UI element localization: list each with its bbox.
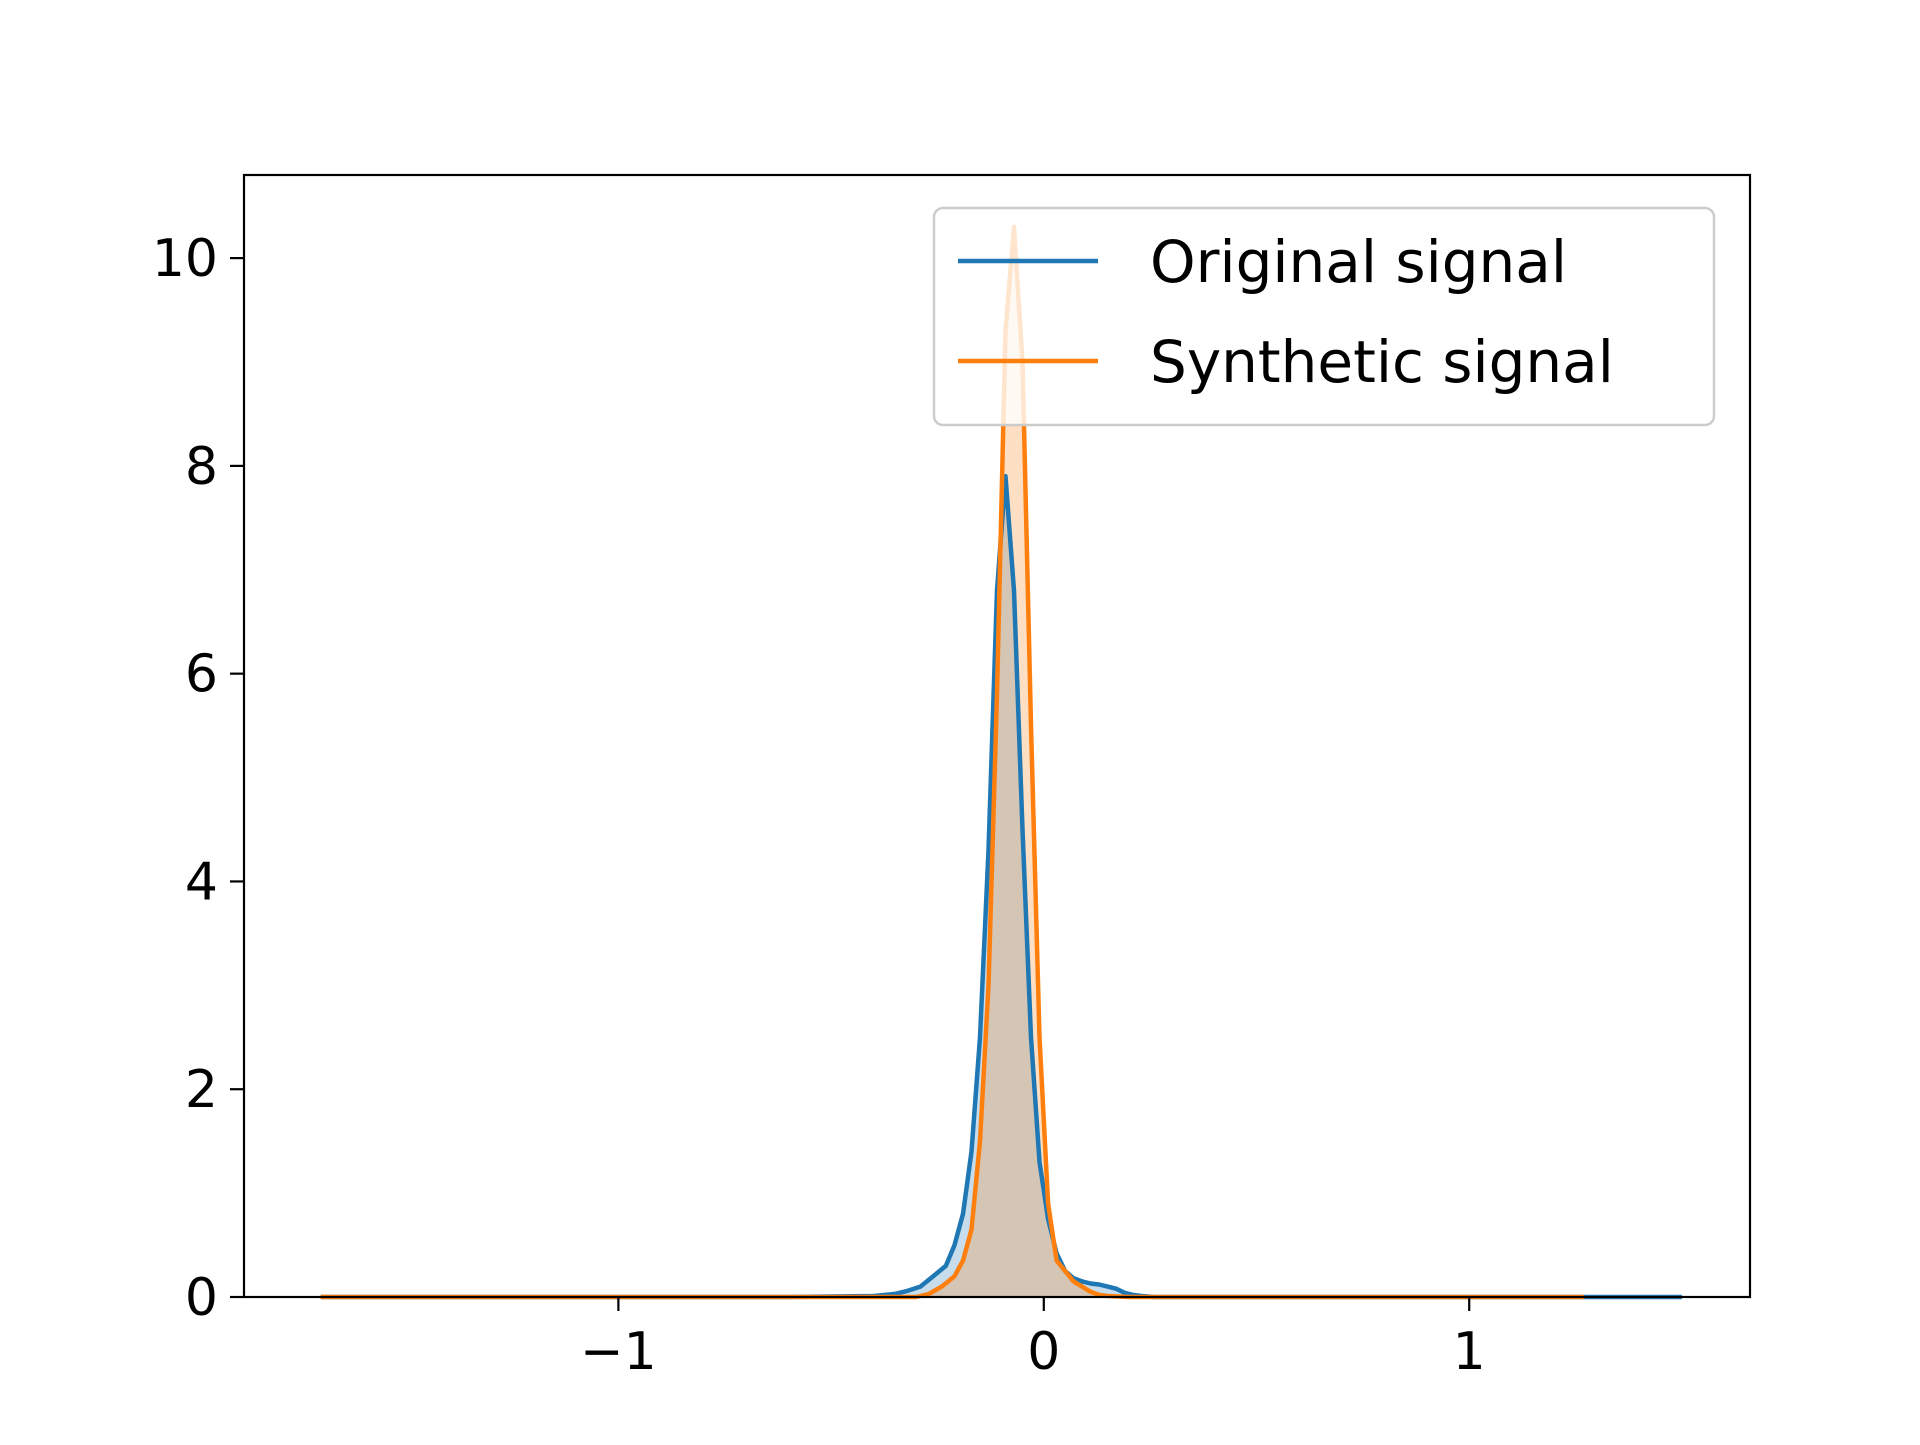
y-tick-label: 8 [185, 437, 218, 497]
y-tick-label: 2 [185, 1060, 218, 1120]
x-tick-label: −1 [580, 1322, 657, 1382]
area-fill-original-signal [320, 476, 1682, 1297]
legend-label-original-signal: Original signal [1150, 228, 1567, 296]
y-axis: 0 2 4 6 8 10 [152, 229, 244, 1328]
legend-label-synthetic-signal: Synthetic signal [1150, 328, 1614, 396]
legend: Original signal Synthetic signal [932, 206, 1716, 427]
y-tick-label: 0 [185, 1268, 218, 1328]
area-fills [320, 226, 1682, 1297]
plot-frame [242, 173, 1752, 1299]
y-tick-label: 6 [185, 645, 218, 705]
y-tick-label: 4 [185, 852, 218, 912]
y-tick-label: 10 [152, 229, 218, 289]
legend-box [932, 206, 1716, 427]
x-tick-label: 1 [1453, 1322, 1486, 1382]
x-axis: −1 0 1 [580, 1297, 1486, 1382]
x-tick-label: 0 [1027, 1322, 1060, 1382]
